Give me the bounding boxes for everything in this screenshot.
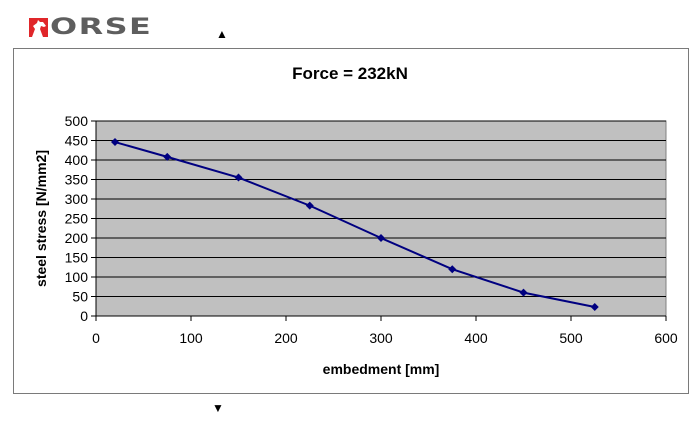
logo-text: ORSE <box>50 14 153 41</box>
y-tick-label: 200 <box>65 230 89 246</box>
scroll-up-arrow-icon[interactable]: ▲ <box>216 27 228 41</box>
x-axis-title: embedment [mm] <box>323 361 440 377</box>
x-tick-label: 0 <box>92 330 100 346</box>
horse-logo: ORSE <box>29 16 151 39</box>
y-tick-label: 350 <box>65 172 89 188</box>
y-tick-label: 150 <box>65 250 89 266</box>
data-point-marker <box>519 288 528 297</box>
data-point-marker <box>234 173 243 182</box>
y-tick-label: 400 <box>65 152 89 168</box>
x-tick-label: 300 <box>369 330 393 346</box>
y-tick-label: 450 <box>65 133 89 149</box>
data-point-marker <box>590 303 599 312</box>
horse-head-icon <box>29 18 48 37</box>
x-tick-label: 100 <box>179 330 203 346</box>
y-tick-label: 500 <box>65 113 89 129</box>
y-tick-label: 0 <box>80 308 88 324</box>
data-point-marker <box>163 152 172 161</box>
x-tick-label: 500 <box>559 330 583 346</box>
y-tick-label: 50 <box>72 289 88 305</box>
y-axis-title: steel stress [N/mm2] <box>33 150 49 287</box>
y-tick-label: 100 <box>65 269 89 285</box>
scroll-down-arrow-icon[interactable]: ▼ <box>212 401 224 415</box>
y-tick-label: 250 <box>65 211 89 227</box>
x-tick-label: 400 <box>464 330 488 346</box>
x-tick-label: 600 <box>654 330 678 346</box>
chart-title: Force = 232kN <box>292 64 408 83</box>
y-tick-label: 300 <box>65 191 89 207</box>
data-line <box>114 141 595 309</box>
x-tick-label: 200 <box>274 330 298 346</box>
data-point-marker <box>111 138 119 147</box>
data-point-marker <box>377 234 385 242</box>
data-point-marker <box>305 201 314 210</box>
data-point-marker <box>448 265 457 274</box>
